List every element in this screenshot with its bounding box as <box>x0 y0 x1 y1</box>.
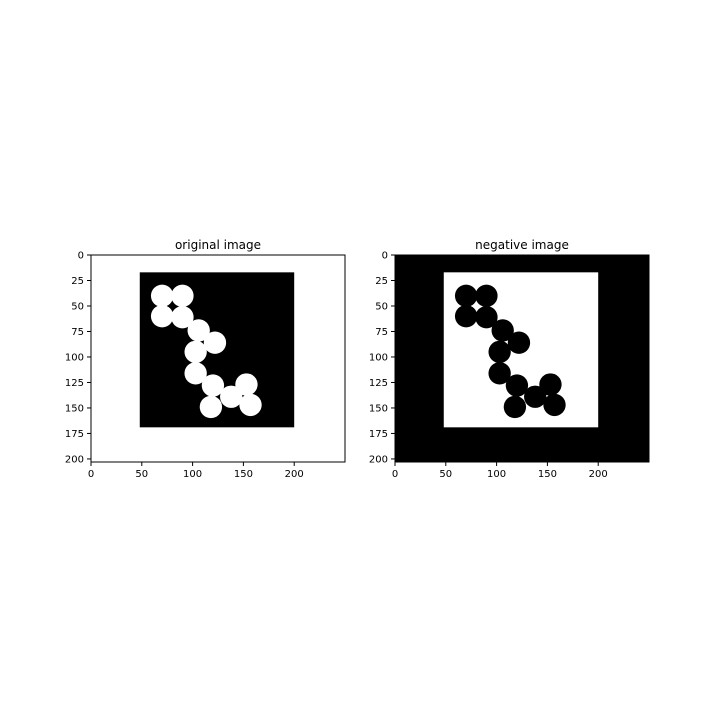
x-tick-label: 50 <box>135 469 148 480</box>
x-tick-label: 150 <box>234 469 253 480</box>
blob <box>524 385 547 408</box>
x-tick-label: 100 <box>487 469 506 480</box>
y-tick-label: 50 <box>71 301 84 312</box>
y-tick-label: 100 <box>369 352 388 363</box>
blob <box>184 340 207 364</box>
y-tick-label: 100 <box>65 352 84 363</box>
y-tick-label: 150 <box>369 403 388 414</box>
blob <box>171 284 194 307</box>
x-tick-label: 0 <box>88 469 94 480</box>
blob <box>184 362 207 385</box>
panel-negative-image: negative image 0 50 100 150 200 0 25 50 75 100 125… <box>369 238 650 480</box>
blob <box>475 284 498 307</box>
x-tick-label: 150 <box>538 469 557 480</box>
y-tick-label: 50 <box>375 301 388 312</box>
panel-title: original image <box>175 238 261 252</box>
blob <box>150 305 174 328</box>
y-tick-label: 175 <box>65 429 84 440</box>
y-tick-label: 0 <box>78 251 84 262</box>
blob <box>199 395 223 419</box>
y-tick-label: 125 <box>369 378 388 389</box>
blob <box>454 305 478 328</box>
image-area <box>395 255 649 462</box>
y-tick-label: 25 <box>71 276 84 287</box>
blob <box>475 306 498 329</box>
axes-frame <box>90 254 346 463</box>
y-tick-label: 75 <box>71 327 84 338</box>
x-tick-label: 0 <box>392 469 398 480</box>
blob <box>187 319 210 342</box>
blob <box>507 331 531 354</box>
blob <box>505 374 529 397</box>
x-tick-label: 50 <box>439 469 452 480</box>
y-tick-label: 75 <box>375 327 388 338</box>
blob <box>203 331 227 354</box>
blob <box>454 284 478 307</box>
blob <box>171 306 194 329</box>
blob <box>543 393 566 417</box>
blob <box>491 319 514 342</box>
y-tick-label: 25 <box>375 276 388 287</box>
panel-original-image: original image 0 50 100 150 200 0 25 50 75 100 125… <box>65 238 346 480</box>
blob <box>235 373 258 396</box>
x-tick-label: 200 <box>589 469 608 480</box>
axes-frame <box>394 254 650 463</box>
y-tick-label: 0 <box>382 251 388 262</box>
blob <box>150 284 174 307</box>
image-area <box>91 255 345 462</box>
blob <box>503 395 527 419</box>
y-tick-label: 125 <box>65 378 84 389</box>
blob <box>220 385 243 408</box>
x-tick-label: 100 <box>183 469 202 480</box>
panel-title: negative image <box>475 238 569 252</box>
blob <box>488 340 511 364</box>
y-tick-label: 200 <box>369 454 388 465</box>
y-tick-label: 150 <box>65 403 84 414</box>
blob <box>488 362 511 385</box>
x-tick-label: 200 <box>285 469 304 480</box>
blob <box>201 374 225 397</box>
y-tick-label: 175 <box>369 429 388 440</box>
y-tick-label: 200 <box>65 454 84 465</box>
blob <box>539 373 562 396</box>
blob <box>239 393 262 417</box>
